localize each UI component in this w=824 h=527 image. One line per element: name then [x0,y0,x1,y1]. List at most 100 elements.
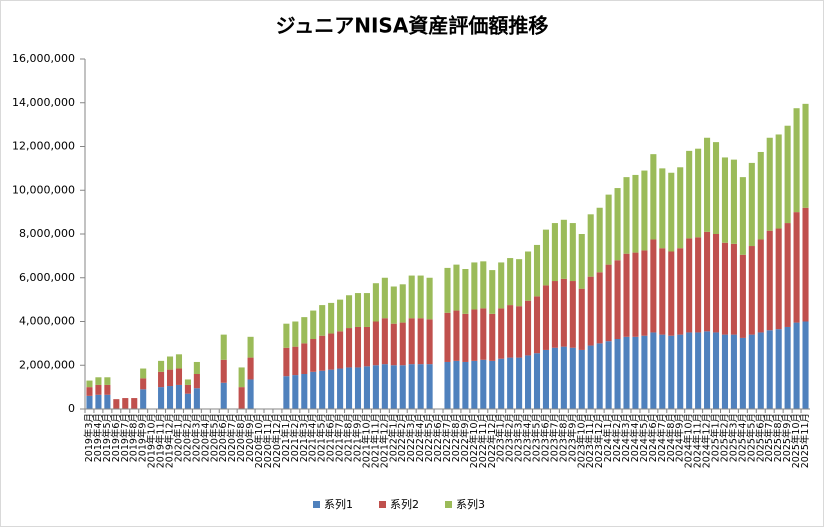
bar-segment [775,329,782,409]
x-tick-label: 2023年2月 [504,413,516,462]
bar-segment [175,368,183,385]
x-tick-label: 2021年9月 [351,413,363,462]
bar-segment [453,360,460,409]
x-tick-label: 2023年9月 [566,413,578,462]
bar-segment [533,296,541,354]
bar-segment [641,250,648,336]
x-tick-label: 2025年8月 [772,413,784,462]
bar-segment [184,379,191,385]
bar-segment [525,300,532,356]
bar-segment [766,230,773,331]
bar-segment [104,384,111,395]
bar-segment [319,370,326,409]
x-tick-label: 2020年7月 [226,413,238,462]
bar-segment [668,335,675,409]
bar-segment [113,399,120,409]
bar-segment [757,332,764,409]
bar-segment [399,322,406,366]
x-tick-label: 2022年1月 [387,413,399,462]
y-tick-label: 0 [68,402,75,415]
y-tick-label: 14,000,000 [12,96,75,109]
bar-segment [408,318,415,365]
bar-segment [614,260,621,339]
bar-segment [721,334,729,409]
bar-segment [184,393,191,409]
x-tick-label: 2025年9月 [781,413,793,462]
x-tick-label: 2025年11月 [799,413,811,468]
bar-segment [605,341,612,409]
bar-segment [381,364,388,409]
bar-segment [793,108,800,213]
bar-segment [712,332,720,409]
bar-segment [86,395,93,409]
bar-segment [310,371,317,409]
y-tick-label: 4,000,000 [19,315,75,328]
bar-segment [158,387,165,409]
x-tick-label: 2022年8月 [450,413,462,462]
bar-segment [489,270,496,314]
bar-segment [301,374,308,409]
bar-segment [748,246,755,335]
bar-segment [381,318,388,365]
bar-segment [605,194,612,265]
bar-segment [328,369,335,409]
x-tick-label: 2024年4月 [629,413,641,462]
bar-segment [560,219,567,279]
y-tick-label: 16,000,000 [12,52,75,65]
legend-swatch [445,501,452,508]
x-tick-label: 2024年10月 [683,413,695,468]
bar-segment [381,277,388,319]
bar-segment [175,354,183,369]
bar-segment [542,229,549,286]
bar-segment [95,377,102,385]
bar-segment [498,308,505,359]
bar-segment [444,312,451,362]
bar-segment [569,347,576,409]
x-tick-label: 2025年5月 [745,413,757,462]
y-tick-label: 8,000,000 [19,227,75,240]
bar-segment [802,321,809,409]
x-tick-label: 2020年11月 [262,413,274,468]
bar-segment [310,339,317,372]
bar-segment [426,319,433,365]
bar-segment [166,369,174,387]
y-tick-label: 10,000,000 [12,183,75,196]
bar-segment [354,326,362,368]
bar-segment [363,326,370,367]
bar-segment [426,277,433,320]
bar-segment [247,357,254,380]
x-tick-label: 2023年3月 [513,413,525,462]
bar-segment [175,384,183,409]
bar-segment [516,306,523,358]
x-tick-label: 2019年12月 [164,413,176,468]
x-tick-label: 2024年5月 [638,413,650,462]
bar-segment [292,321,299,347]
bar-segment [677,167,684,249]
bar-segment [354,293,362,327]
bar-segment [551,281,558,348]
y-tick-label: 12,000,000 [12,140,75,153]
bar-segment [784,326,791,409]
y-tick-label: 6,000,000 [19,271,75,284]
bar-segment [462,313,469,362]
bar-segment [140,378,147,390]
bar-segment [686,238,693,333]
bar-segment [372,283,379,322]
legend-label: 系列1 [324,497,353,511]
bar-segment [623,336,630,409]
x-tick-label: 2023年1月 [495,413,507,462]
bar-segment [507,357,514,409]
bar-segment [408,364,415,409]
bar-segment [95,394,102,409]
bar-segment [363,366,370,409]
x-tick-label: 2024年9月 [674,413,686,462]
bar-segment [301,343,308,374]
bar-segment [757,239,764,333]
bar-segment [220,359,227,383]
bar-segment [560,278,567,347]
bar-segment [104,394,111,409]
bar-segment [140,368,147,379]
bar-segment [569,223,576,282]
legend-swatch [379,501,386,508]
